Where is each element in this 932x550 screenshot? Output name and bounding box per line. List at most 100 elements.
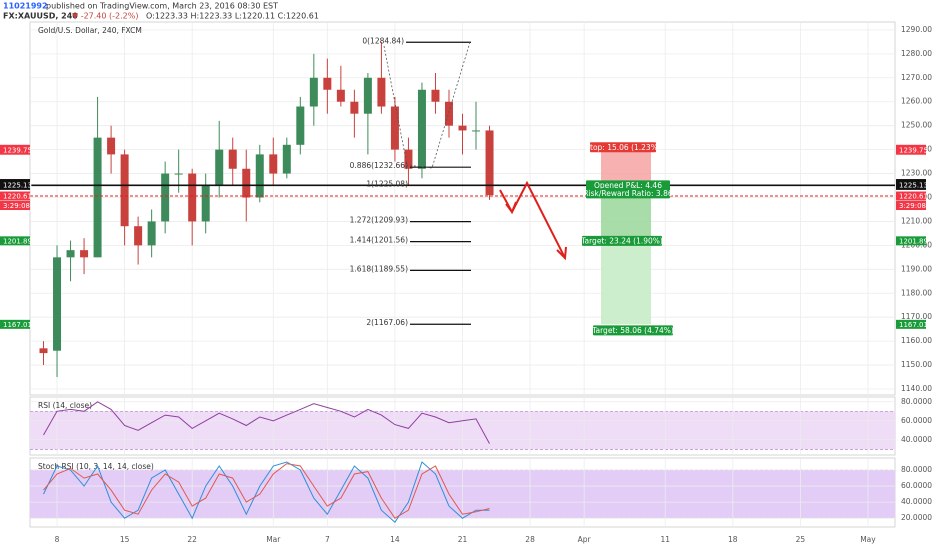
- position-label: Target: 23.24 (1.90%): [580, 236, 663, 245]
- countdown-box: [0, 201, 30, 211]
- y-tick-label: 1260.00: [901, 97, 932, 106]
- price-label-box: [0, 191, 30, 201]
- fib-label: 0(1284.84): [362, 36, 404, 45]
- y-tick-label: 1170.00: [901, 312, 932, 321]
- price-label: 1239.75: [3, 147, 32, 155]
- candle-body: [201, 185, 210, 222]
- candle-body: [39, 348, 48, 354]
- y-tick-label: 1210.00: [901, 216, 932, 225]
- y-tick-label: 1270.00: [901, 73, 932, 82]
- y-tick-label: 1230.00: [901, 169, 932, 178]
- position-label-box: [593, 325, 673, 336]
- position-label: Opened P&L: 4.46: [594, 181, 662, 190]
- y-tick-label: 1140.00: [901, 384, 932, 393]
- price-label: 1167.01: [899, 321, 928, 329]
- candle-body: [120, 154, 129, 227]
- candle-body: [269, 154, 278, 174]
- candle-body: [134, 226, 143, 246]
- candle-body: [458, 125, 467, 131]
- price-label-box: [896, 191, 926, 201]
- candle-body: [66, 250, 75, 258]
- x-tick-label: 15: [120, 535, 130, 544]
- candle-body: [296, 106, 305, 145]
- price-label: 1239.75: [899, 147, 928, 155]
- pane-title: RSI (14, close): [38, 401, 92, 410]
- fib-label: 0.886(1232.66): [350, 161, 408, 170]
- price-label-box: [0, 236, 30, 246]
- published: published on TradingView.com, March 23, …: [46, 2, 278, 11]
- ohlc: O:1223.33 H:1223.33 L:1220.11 C:1220.61: [146, 12, 319, 21]
- candle-body: [255, 154, 264, 198]
- stop-zone: [601, 149, 651, 186]
- candle-body: [228, 149, 237, 169]
- candle-body: [472, 130, 481, 132]
- countdown: 3:29:08: [899, 202, 926, 210]
- arrow-path: [499, 180, 566, 259]
- position-label-box: [586, 188, 670, 199]
- target2-zone: [601, 240, 651, 325]
- x-tick-label: 14: [390, 535, 400, 544]
- x-tick-label: Apr: [578, 535, 592, 544]
- position-label-box: [582, 235, 662, 246]
- price-label: 1225.13: [3, 182, 32, 190]
- y-tick-label: 40.0000: [901, 435, 932, 444]
- x-tick-label: Mar: [266, 535, 281, 544]
- pane-title: Gold/U.S. Dollar, 240, FXCM: [38, 26, 142, 35]
- x-tick-label: 22: [187, 535, 197, 544]
- candle-body: [377, 77, 386, 107]
- candle-body: [309, 77, 318, 107]
- y-tick-label: 1190.00: [901, 264, 932, 273]
- candle-body: [336, 89, 345, 102]
- position-label: Stop: 15.06 (1.23%): [585, 143, 661, 152]
- candle-body: [350, 101, 359, 114]
- price-label-box: [0, 180, 30, 190]
- x-tick-label: 21: [458, 535, 468, 544]
- price-label-box: [896, 236, 926, 246]
- candle-body: [53, 257, 62, 351]
- price-label: 1220.61: [3, 193, 32, 201]
- symbol: FX:XAUUSD, 240: [3, 12, 78, 21]
- fib-label: 1(1225.08): [366, 179, 408, 188]
- candle-body: [485, 130, 494, 196]
- y-tick-label: 60.0000: [901, 416, 932, 425]
- y-tick-label: 20.0000: [901, 513, 932, 522]
- x-tick-label: 11: [660, 535, 670, 544]
- candle-body: [174, 173, 183, 175]
- price-label-box: [0, 319, 30, 329]
- y-tick-label: 1280.00: [901, 49, 932, 58]
- x-tick-label: 7: [325, 535, 330, 544]
- candle-body: [363, 77, 372, 114]
- price-label-box: [896, 180, 926, 190]
- price-label: 1201.89: [3, 237, 32, 245]
- change: ▼ -27.40 (-2.2%): [72, 12, 138, 21]
- price-label-box: [896, 319, 926, 329]
- x-tick-label: 8: [55, 535, 60, 544]
- x-tick-label: 18: [728, 535, 738, 544]
- candle-body: [80, 250, 89, 258]
- fib-trend-line: [383, 41, 471, 169]
- price-label: 1167.01: [3, 321, 32, 329]
- series-line: [43, 401, 490, 444]
- candle-body: [161, 173, 170, 222]
- countdown: 3:29:08: [3, 202, 30, 210]
- x-tick-label: May: [860, 535, 876, 544]
- y-tick-label: 80.0000: [901, 465, 932, 474]
- countdown-box: [896, 201, 926, 211]
- position-label-box: [590, 142, 656, 153]
- y-tick-label: 1290.00: [901, 25, 932, 34]
- x-tick-label: 25: [796, 535, 806, 544]
- price-label-box: [896, 145, 926, 155]
- candle-body: [188, 173, 197, 222]
- series-line: [43, 461, 490, 523]
- position-label-box: [586, 180, 670, 191]
- y-tick-label: 40.0000: [901, 497, 932, 506]
- arrow-head: [505, 201, 517, 215]
- fib-label: 1.272(1209.93): [350, 216, 408, 225]
- candle-body: [215, 149, 224, 186]
- candle-body: [417, 89, 426, 169]
- y-tick-label: 60.0000: [901, 481, 932, 490]
- candle-body: [444, 101, 453, 126]
- price-label: 1201.89: [899, 237, 928, 245]
- plot-layer: 1140.00 1150.00 1160.00 1170.00 1180.00 1190.…: [0, 21, 932, 544]
